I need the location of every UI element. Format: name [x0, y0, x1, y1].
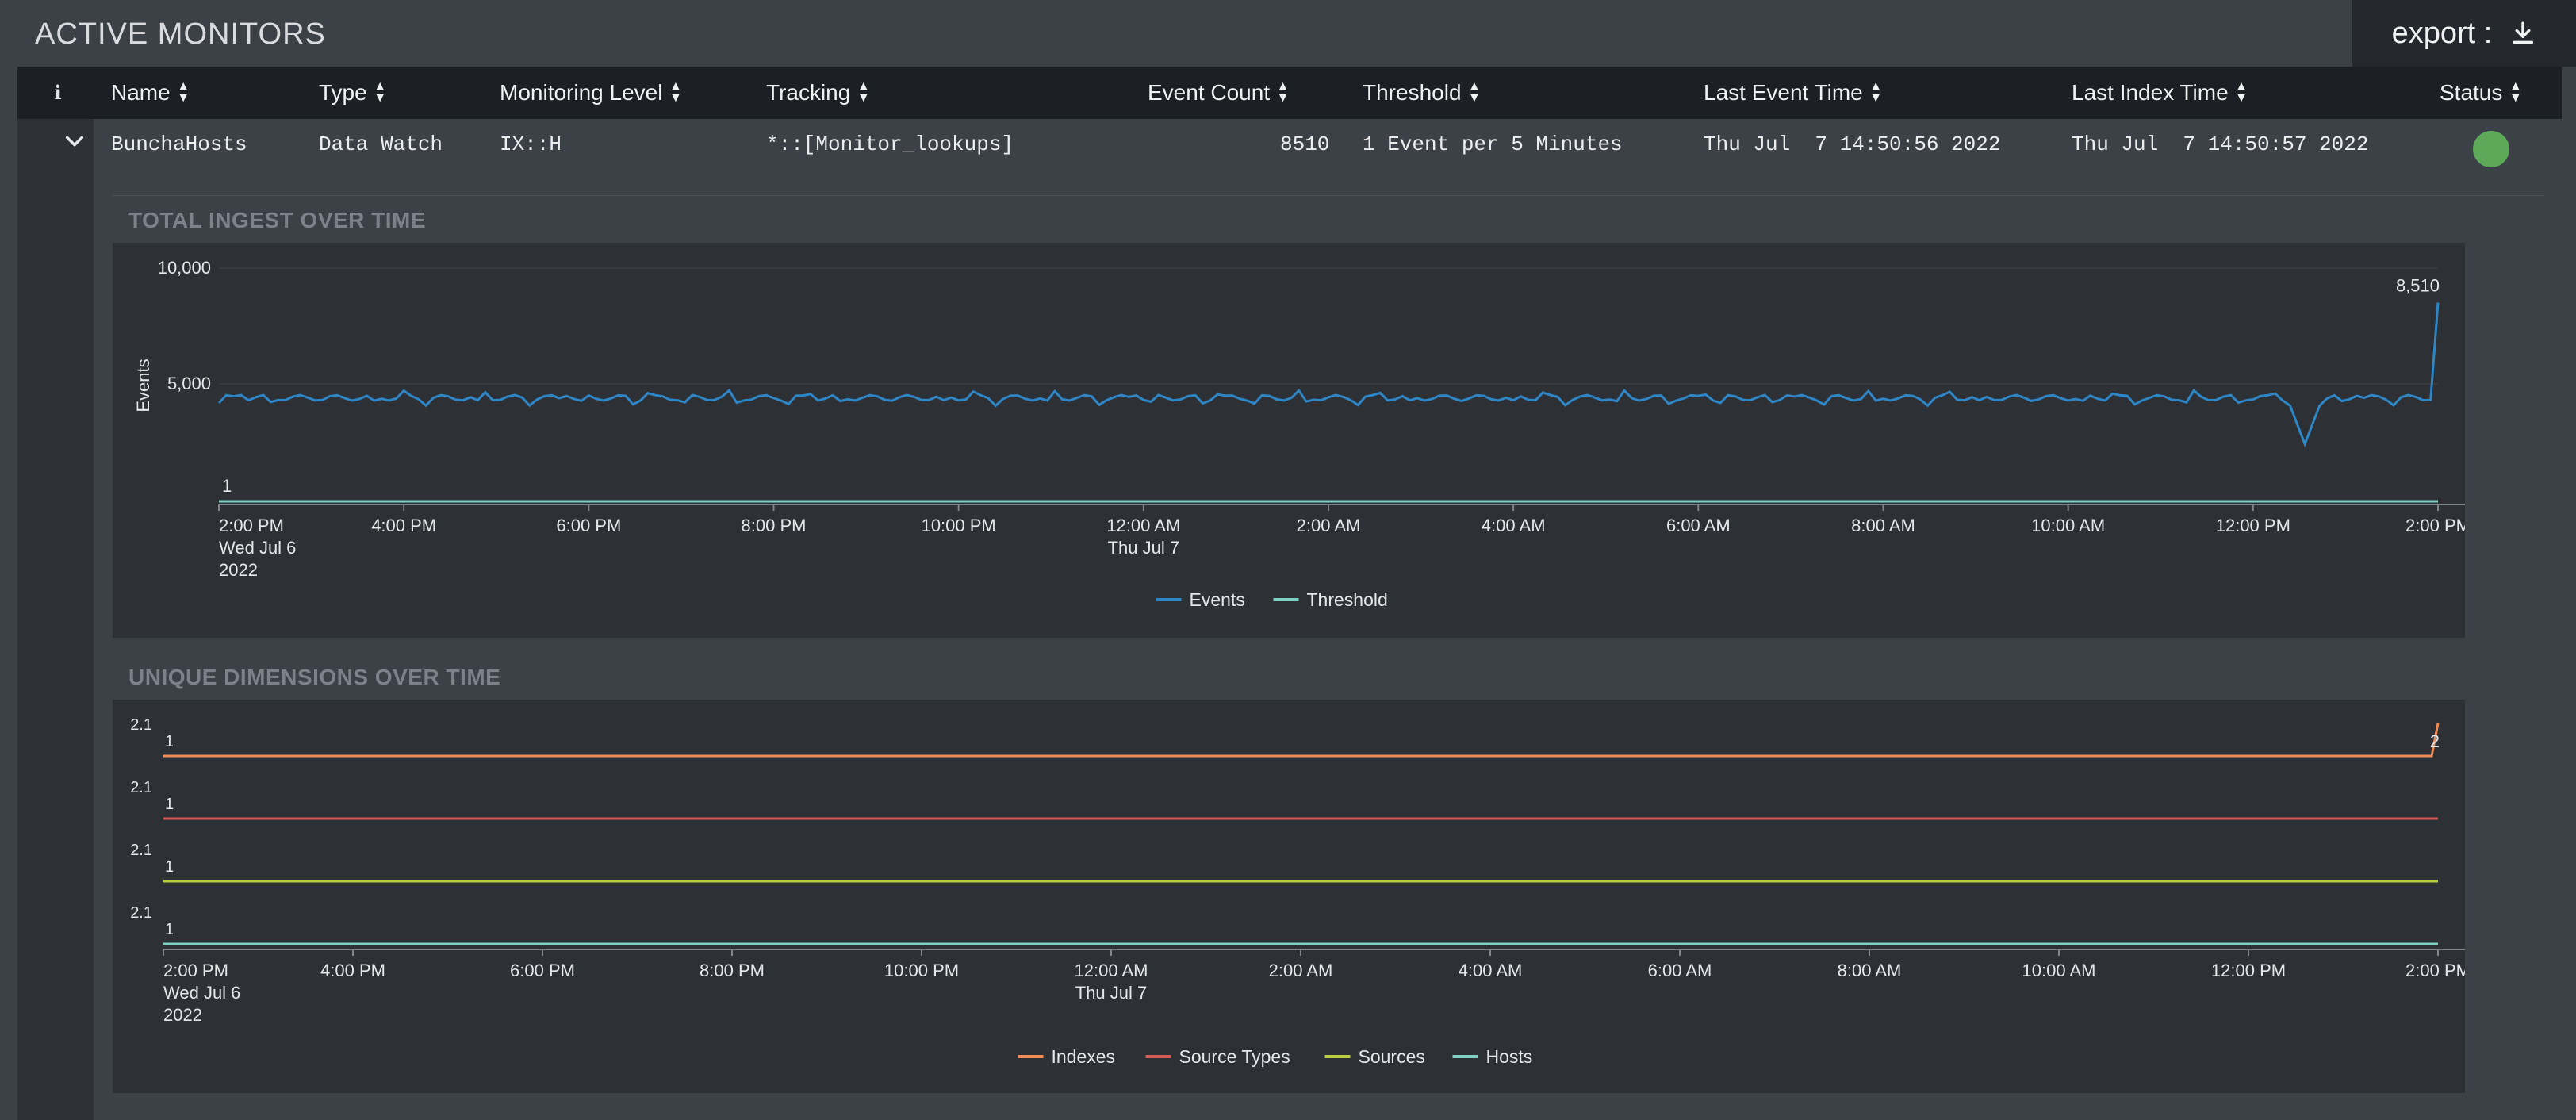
x-tick-label: 8:00 PM	[700, 961, 765, 980]
series-line-events	[217, 302, 2440, 448]
export-label: export :	[2391, 16, 2493, 50]
data-label-last: 8,510	[2396, 276, 2440, 296]
column-header-monitoring-level[interactable]: Monitoring Level ▲ ▼	[500, 78, 683, 105]
y-tick-label-bottom: 1	[165, 858, 174, 876]
x-tick-label: 8:00 AM	[1838, 961, 1902, 980]
legend-label: Hosts	[1486, 1046, 1533, 1067]
column-header-last-event-time[interactable]: Last Event Time ▲ ▼	[1704, 78, 1883, 105]
x-tick-sublabel: Wed Jul 6	[219, 538, 296, 558]
table-header: i Name ▲ ▼ Type ▲ ▼ Monitoring Level ▲ ▼ Track…	[17, 67, 2562, 119]
x-tick-label: 8:00 PM	[742, 516, 807, 535]
chevron-down-icon[interactable]	[63, 130, 86, 152]
cell-type: Data Watch	[319, 132, 443, 156]
x-tick-label: 6:00 AM	[1648, 961, 1712, 980]
y-tick-label: 1	[222, 476, 232, 496]
legend-label: Indexes	[1052, 1046, 1116, 1067]
x-tick-sublabel: 2022	[163, 1005, 202, 1025]
x-tick-label: 10:00 PM	[922, 516, 996, 535]
cell-tracking: *::[Monitor_lookups]	[766, 132, 1014, 156]
sort-icon: ▲ ▼	[857, 78, 871, 105]
column-header-type[interactable]: Type ▲ ▼	[319, 78, 387, 105]
legend-label: Threshold	[1307, 589, 1388, 610]
x-tick-label: 6:00 AM	[1666, 516, 1731, 535]
column-header-last-index-time[interactable]: Last Index Time ▲ ▼	[2072, 78, 2248, 105]
sort-icon: ▲ ▼	[373, 78, 387, 105]
y-tick-label-top: 2.1	[130, 842, 152, 859]
cell-monitoring-level: IX::H	[500, 132, 562, 156]
x-tick-sublabel: Thu Jul 7	[1108, 538, 1180, 558]
cell-name: BunchaHosts	[111, 132, 247, 156]
legend-label: Sources	[1359, 1046, 1425, 1067]
x-tick-sublabel: Thu Jul 7	[1075, 983, 1148, 1003]
x-tick-sublabel: 2022	[219, 560, 258, 580]
cell-last-index-time: Thu Jul 7 14:50:57 2022	[2072, 132, 2369, 156]
y-tick-label-bottom: 1	[165, 921, 174, 938]
row-divider	[113, 195, 2544, 196]
legend-label: Events	[1190, 589, 1245, 610]
column-header-tracking[interactable]: Tracking ▲ ▼	[766, 78, 871, 105]
x-tick-label: 4:00 PM	[371, 516, 436, 535]
x-tick-sublabel: Wed Jul 6	[163, 983, 240, 1003]
data-label-last: 2	[2430, 731, 2440, 751]
sort-icon: ▲ ▼	[1467, 78, 1482, 105]
x-tick-label: 2:00 PM	[219, 516, 284, 535]
sort-icon: ▲ ▼	[176, 78, 190, 105]
ingest-panel-title: TOTAL INGEST OVER TIME	[128, 208, 427, 232]
x-tick-label: 10:00 AM	[2031, 516, 2105, 535]
x-tick-label: 2:00 PM	[2405, 961, 2465, 980]
x-tick-label: 12:00 AM	[1106, 516, 1180, 535]
y-tick-label-bottom: 1	[165, 733, 174, 750]
x-tick-label: 2:00 AM	[1297, 516, 1361, 535]
cell-threshold: 1 Event per 5 Minutes	[1363, 132, 1623, 156]
status-indicator	[2473, 131, 2509, 167]
info-icon[interactable]: i	[54, 81, 62, 104]
x-tick-label: 4:00 PM	[320, 961, 385, 980]
y-tick-label: 5,000	[167, 374, 211, 393]
y-tick-label-bottom: 1	[165, 796, 174, 813]
row-gutter	[17, 119, 94, 1120]
download-icon	[2513, 21, 2534, 44]
sort-icon: ▲ ▼	[2509, 78, 2523, 105]
x-tick-label: 2:00 PM	[163, 961, 228, 980]
cell-last-event-time: Thu Jul 7 14:50:56 2022	[1704, 132, 2001, 156]
x-tick-label: 4:00 AM	[1482, 516, 1546, 535]
page-title: ACTIVE MONITORS	[35, 17, 326, 51]
y-axis-label: Events	[133, 359, 153, 412]
x-tick-label: 6:00 PM	[510, 961, 575, 980]
y-tick-label: 10,000	[158, 258, 211, 278]
legend-label: Source Types	[1179, 1046, 1290, 1067]
x-tick-label: 8:00 AM	[1851, 516, 1915, 535]
series-line	[163, 723, 2440, 758]
y-tick-label-top: 2.1	[130, 904, 152, 922]
column-header-threshold[interactable]: Threshold ▲ ▼	[1363, 78, 1482, 105]
export-button[interactable]: export :	[2352, 0, 2576, 67]
cell-event-count: 8510	[1280, 132, 1330, 156]
y-tick-label-top: 2.1	[130, 716, 152, 734]
y-tick-label-top: 2.1	[130, 779, 152, 796]
x-tick-label: 12:00 PM	[2211, 961, 2286, 980]
dimensions-panel-title: UNIQUE DIMENSIONS OVER TIME	[128, 665, 501, 689]
x-tick-label: 2:00 AM	[1269, 961, 1333, 980]
x-tick-label: 12:00 AM	[1075, 961, 1148, 980]
sort-icon: ▲ ▼	[1276, 78, 1290, 105]
column-header-event-count[interactable]: Event Count ▲ ▼	[1148, 78, 1290, 105]
x-tick-label: 10:00 AM	[2022, 961, 2096, 980]
sort-icon: ▲ ▼	[669, 78, 683, 105]
dimensions-chart-panel: 2.1 1 2 2.1 1 2.1 1 2.1 1 2:00 PM Wed Jul 6 2022 4:0…	[113, 700, 2486, 1093]
x-tick-label: 6:00 PM	[556, 516, 621, 535]
x-tick-label: 2:00 PM	[2405, 516, 2465, 535]
column-header-status[interactable]: Status ▲ ▼	[2440, 78, 2523, 105]
sort-icon: ▲ ▼	[2234, 78, 2248, 105]
sort-icon: ▲ ▼	[1869, 78, 1883, 105]
x-tick-label: 10:00 PM	[884, 961, 959, 980]
column-header-name[interactable]: Name ▲ ▼	[111, 78, 190, 105]
x-tick-label: 4:00 AM	[1459, 961, 1523, 980]
x-tick-label: 12:00 PM	[2216, 516, 2290, 535]
